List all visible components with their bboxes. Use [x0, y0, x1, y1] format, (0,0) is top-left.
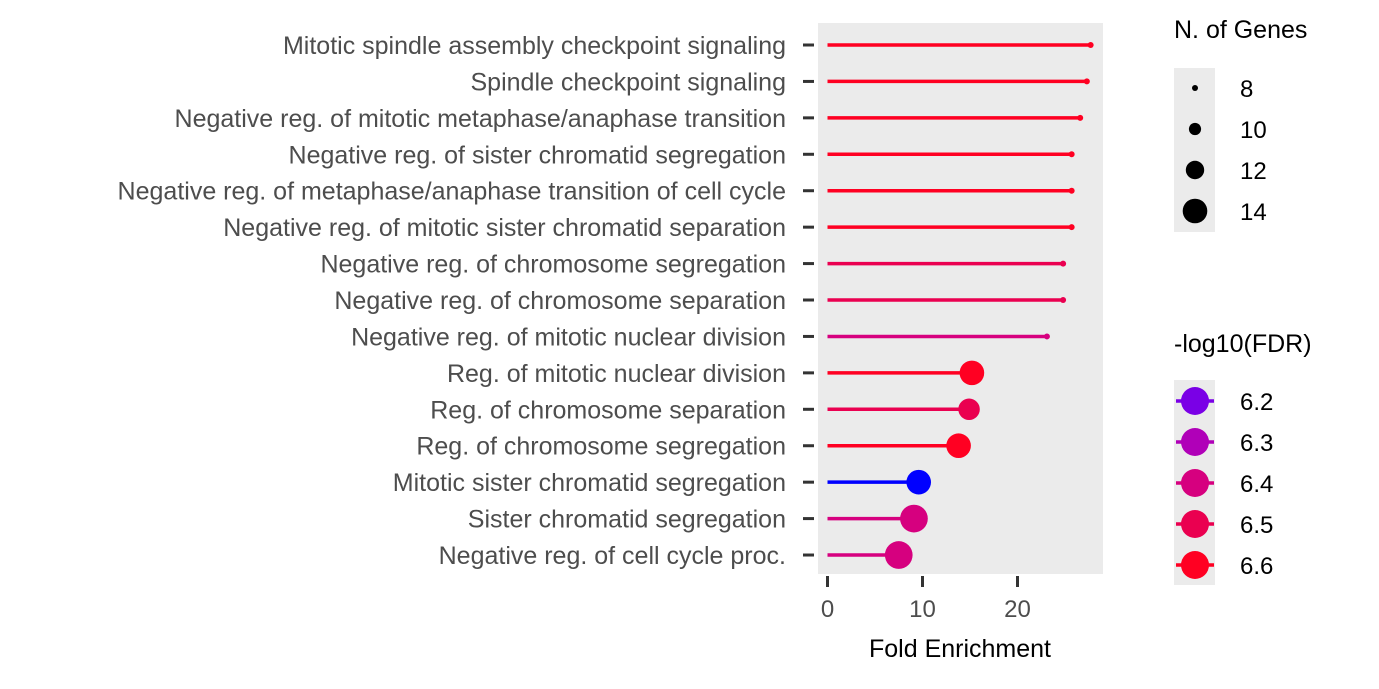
- term-label: Spindle checkpoint signaling: [471, 68, 787, 96]
- color-legend: -log10(FDR) 6.2 6.3 6.4 6.5 6.6: [1174, 330, 1312, 585]
- lollipop-point: [958, 398, 980, 421]
- lollipop-point: [906, 469, 931, 495]
- term-label: Reg. of chromosome separation: [430, 396, 786, 424]
- lollipop-point: [1060, 260, 1067, 267]
- size-legend-dot: [1185, 160, 1205, 180]
- size-legend-label: 10: [1240, 117, 1267, 144]
- color-legend-label: 6.6: [1240, 553, 1273, 580]
- term-label: Reg. of chromosome segregation: [416, 433, 786, 461]
- color-legend-label: 6.3: [1240, 430, 1273, 457]
- lollipop-point: [1068, 224, 1075, 231]
- term-label: Negative reg. of chromosome segregation: [320, 251, 786, 279]
- term-label: Negative reg. of cell cycle proc.: [439, 542, 786, 570]
- lollipop-point: [1060, 297, 1067, 304]
- lollipop-point: [1043, 333, 1050, 340]
- size-legend-dot: [1182, 198, 1208, 224]
- lollipop-point: [900, 504, 928, 533]
- size-legend-label: 14: [1240, 199, 1267, 226]
- x-tick-label: 0: [821, 596, 834, 623]
- lollipop-point: [959, 360, 985, 386]
- y-axis-labels: Mitotic spindle assembly checkpoint sign…: [118, 32, 814, 570]
- size-legend-title: N. of Genes: [1174, 16, 1307, 44]
- size-legend-dot: [1188, 122, 1202, 136]
- size-legend-label: 8: [1240, 76, 1253, 103]
- lollipop-point: [1077, 114, 1084, 121]
- color-legend-dot: [1181, 551, 1209, 579]
- color-legend-dot: [1181, 428, 1209, 456]
- color-legend-dot: [1181, 469, 1209, 497]
- lollipop-point: [1068, 187, 1075, 194]
- lollipop-point: [884, 541, 913, 569]
- color-legend-title: -log10(FDR): [1174, 330, 1312, 358]
- color-legend-label: 6.4: [1240, 471, 1273, 498]
- color-legend-dot: [1181, 510, 1209, 538]
- size-legend-label: 12: [1240, 158, 1267, 185]
- color-legend-label: 6.2: [1240, 389, 1273, 416]
- term-label: Negative reg. of metaphase/anaphase tran…: [118, 178, 786, 206]
- term-label: Negative reg. of mitotic nuclear divisio…: [351, 323, 786, 351]
- color-legend-dot: [1181, 387, 1209, 415]
- x-tick-label: 20: [1004, 596, 1031, 623]
- term-label: Negative reg. of chromosome separation: [334, 287, 786, 315]
- term-label: Mitotic sister chromatid segregation: [393, 469, 786, 497]
- term-label: Negative reg. of mitotic metaphase/anaph…: [175, 105, 786, 133]
- lollipop-point: [1087, 42, 1094, 48]
- x-axis-title: Fold Enrichment: [869, 635, 1051, 663]
- bars-layer: [827, 42, 1094, 569]
- term-label: Negative reg. of mitotic sister chromati…: [223, 214, 786, 242]
- term-label: Mitotic spindle assembly checkpoint sign…: [283, 32, 786, 60]
- lollipop-point: [1068, 151, 1075, 158]
- lollipop-point: [1083, 78, 1090, 85]
- lollipop-point: [946, 433, 971, 459]
- term-label: Negative reg. of sister chromatid segreg…: [289, 141, 786, 169]
- term-label: Reg. of mitotic nuclear division: [447, 360, 786, 388]
- x-tick-label: 10: [909, 596, 936, 623]
- x-axis: 0 10 20: [821, 576, 1031, 623]
- size-legend-dot: [1192, 85, 1198, 91]
- size-legend: N. of Genes 8 10 12 14: [1174, 16, 1307, 232]
- term-label: Sister chromatid segregation: [468, 506, 786, 534]
- color-legend-label: 6.5: [1240, 512, 1273, 539]
